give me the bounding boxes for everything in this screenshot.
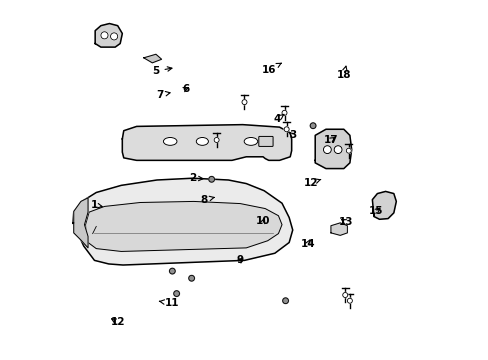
Circle shape (110, 33, 118, 40)
Circle shape (346, 298, 352, 303)
Circle shape (242, 100, 246, 105)
Polygon shape (315, 129, 351, 168)
Circle shape (208, 176, 214, 182)
Text: 12: 12 (110, 317, 124, 327)
Text: 8: 8 (201, 195, 214, 204)
Text: 16: 16 (261, 63, 281, 75)
Text: 1: 1 (91, 200, 102, 210)
Text: 18: 18 (336, 66, 350, 80)
Polygon shape (372, 192, 395, 219)
Text: 3: 3 (288, 130, 296, 140)
Text: 9: 9 (236, 255, 244, 265)
Polygon shape (330, 223, 346, 235)
Circle shape (309, 123, 315, 129)
Text: 4: 4 (273, 114, 284, 124)
Text: 7: 7 (156, 90, 170, 100)
Text: 10: 10 (256, 216, 270, 226)
Circle shape (188, 275, 194, 281)
Text: 11: 11 (159, 298, 179, 308)
Circle shape (214, 138, 219, 143)
Text: 13: 13 (338, 217, 353, 227)
Text: 12: 12 (303, 178, 320, 188)
Circle shape (284, 127, 288, 132)
Ellipse shape (244, 138, 257, 145)
Ellipse shape (196, 138, 208, 145)
Text: 6: 6 (182, 84, 189, 94)
Text: 5: 5 (152, 66, 172, 76)
Circle shape (173, 291, 179, 296)
Circle shape (333, 146, 341, 154)
Circle shape (346, 148, 350, 153)
Text: 15: 15 (368, 206, 383, 216)
Polygon shape (122, 125, 291, 160)
Polygon shape (74, 198, 88, 248)
Circle shape (282, 298, 288, 303)
Text: 14: 14 (300, 239, 315, 249)
Circle shape (342, 293, 347, 297)
Circle shape (323, 146, 331, 154)
Polygon shape (143, 54, 162, 63)
Circle shape (282, 111, 286, 115)
Polygon shape (95, 23, 122, 47)
FancyBboxPatch shape (258, 136, 272, 147)
Ellipse shape (163, 138, 177, 145)
Circle shape (169, 268, 175, 274)
Text: 2: 2 (189, 173, 203, 183)
Polygon shape (85, 202, 282, 251)
Circle shape (101, 32, 108, 39)
Text: 17: 17 (323, 135, 338, 145)
Polygon shape (73, 178, 292, 265)
